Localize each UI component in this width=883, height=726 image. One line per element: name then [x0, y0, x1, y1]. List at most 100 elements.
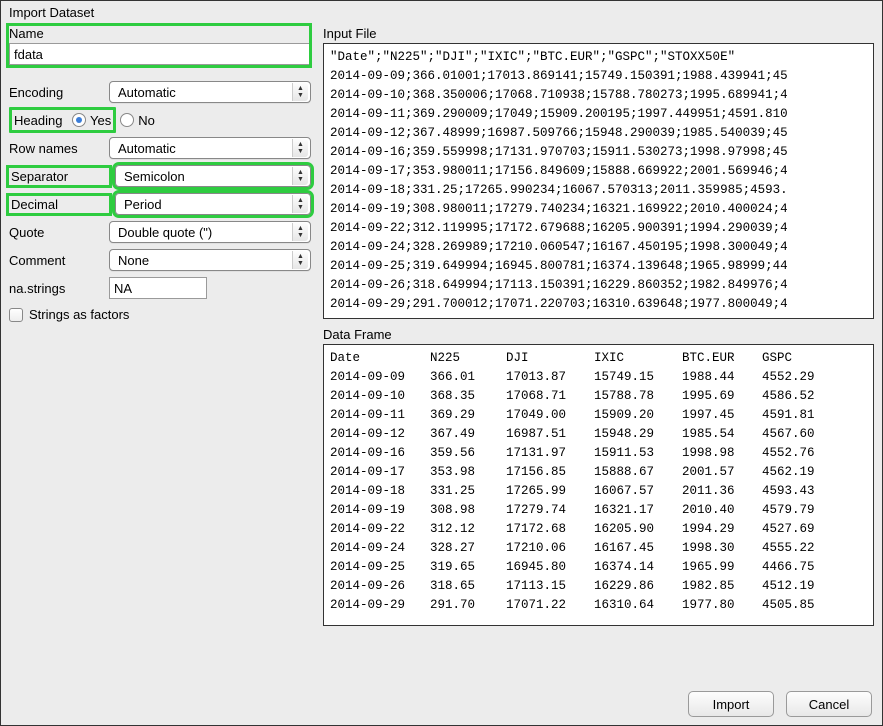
table-cell: 15909.20 [594, 406, 682, 425]
rownames-select[interactable]: Automatic ▲▼ [109, 137, 311, 159]
table-cell: 15911.53 [594, 444, 682, 463]
table-cell: 17265.99 [506, 482, 594, 501]
table-cell: 353.98 [430, 463, 506, 482]
table-cell: 1985.54 [682, 425, 762, 444]
name-label: Name [9, 26, 311, 41]
table-cell: 4527.69 [762, 520, 832, 539]
table-cell: 4512.19 [762, 577, 832, 596]
import-dataset-dialog: Import Dataset Name Encoding Automatic ▲… [0, 0, 883, 726]
table-cell: 2014-09-09 [330, 368, 430, 387]
table-cell: 368.35 [430, 387, 506, 406]
table-row: 2014-09-12367.4916987.5115948.291985.544… [330, 425, 867, 444]
strings-as-factors-row: Strings as factors [9, 307, 311, 322]
table-cell: 17210.06 [506, 539, 594, 558]
comment-select[interactable]: None ▲▼ [109, 249, 311, 271]
table-cell: BTC.EUR [682, 349, 762, 368]
dialog-footer: Import Cancel [688, 691, 872, 717]
table-cell: 1998.98 [682, 444, 762, 463]
decimal-label: Decimal [9, 196, 109, 213]
separator-select[interactable]: Semicolon ▲▼ [115, 165, 311, 187]
encoding-select[interactable]: Automatic ▲▼ [109, 81, 311, 103]
table-cell: 2014-09-19 [330, 501, 430, 520]
input-file-line: 2014-09-11;369.290009;17049;15909.200195… [330, 105, 867, 124]
table-cell: 331.25 [430, 482, 506, 501]
table-cell: 4555.22 [762, 539, 832, 558]
cancel-button[interactable]: Cancel [786, 691, 872, 717]
updown-icon: ▲▼ [292, 223, 308, 241]
decimal-value: Period [124, 197, 162, 212]
table-cell: 2014-09-11 [330, 406, 430, 425]
rownames-value: Automatic [118, 141, 176, 156]
table-cell: 4593.43 [762, 482, 832, 501]
table-row: 2014-09-22312.1217172.6816205.901994.294… [330, 520, 867, 539]
table-cell: 4591.81 [762, 406, 832, 425]
comment-label: Comment [9, 253, 109, 268]
table-cell: GSPC [762, 349, 832, 368]
table-cell: 17172.68 [506, 520, 594, 539]
table-cell: 2014-09-29 [330, 596, 430, 615]
table-row: 2014-09-11369.2917049.0015909.201997.454… [330, 406, 867, 425]
decimal-row: Decimal Period ▲▼ [9, 191, 311, 217]
updown-icon: ▲▼ [292, 251, 308, 269]
table-row: 2014-09-17353.9817156.8515888.672001.574… [330, 463, 867, 482]
data-frame-preview: DateN225DJIIXICBTC.EURGSPC2014-09-09366.… [323, 344, 874, 626]
preview-pane: Input File "Date";"N225";"DJI";"IXIC";"B… [323, 26, 874, 626]
table-cell: 16945.80 [506, 558, 594, 577]
table-cell: 16229.86 [594, 577, 682, 596]
import-button[interactable]: Import [688, 691, 774, 717]
table-cell: 17071.22 [506, 596, 594, 615]
input-file-line: 2014-09-25;319.649994;16945.800781;16374… [330, 257, 867, 276]
quote-label: Quote [9, 225, 109, 240]
table-cell: 17156.85 [506, 463, 594, 482]
heading-yes-label: Yes [90, 113, 111, 128]
separator-value: Semicolon [124, 169, 185, 184]
table-cell: 1994.29 [682, 520, 762, 539]
quote-row: Quote Double quote (") ▲▼ [9, 219, 311, 245]
table-cell: 328.27 [430, 539, 506, 558]
input-file-line: 2014-09-09;366.01001;17013.869141;15749.… [330, 67, 867, 86]
encoding-label: Encoding [9, 85, 109, 100]
table-row: 2014-09-26318.6517113.1516229.861982.854… [330, 577, 867, 596]
table-cell: 2014-09-26 [330, 577, 430, 596]
nastrings-input[interactable] [109, 277, 207, 299]
dialog-content: Name Encoding Automatic ▲▼ Heading Yes N… [1, 26, 882, 634]
table-cell: 2014-09-18 [330, 482, 430, 501]
table-row: 2014-09-19308.9817279.7416321.172010.404… [330, 501, 867, 520]
table-row: DateN225DJIIXICBTC.EURGSPC [330, 349, 867, 368]
comment-value: None [118, 253, 149, 268]
heading-yes-radio[interactable] [72, 113, 86, 127]
dialog-title: Import Dataset [1, 1, 882, 26]
input-file-line: 2014-09-24;328.269989;17210.060547;16167… [330, 238, 867, 257]
updown-icon: ▲▼ [292, 139, 308, 157]
table-cell: 16374.14 [594, 558, 682, 577]
quote-select[interactable]: Double quote (") ▲▼ [109, 221, 311, 243]
table-cell: 2014-09-16 [330, 444, 430, 463]
heading-no-radio[interactable] [120, 113, 134, 127]
table-cell: N225 [430, 349, 506, 368]
table-cell: 16205.90 [594, 520, 682, 539]
table-cell: 15749.15 [594, 368, 682, 387]
table-cell: 1995.69 [682, 387, 762, 406]
table-cell: 1988.44 [682, 368, 762, 387]
input-file-line: 2014-09-19;308.980011;17279.740234;16321… [330, 200, 867, 219]
table-row: 2014-09-10368.3517068.7115788.781995.694… [330, 387, 867, 406]
table-cell: 366.01 [430, 368, 506, 387]
input-file-label: Input File [323, 26, 874, 41]
table-cell: 318.65 [430, 577, 506, 596]
name-input[interactable] [9, 43, 311, 65]
table-cell: 17049.00 [506, 406, 594, 425]
table-row: 2014-09-25319.6516945.8016374.141965.994… [330, 558, 867, 577]
table-cell: 319.65 [430, 558, 506, 577]
decimal-select[interactable]: Period ▲▼ [115, 193, 311, 215]
table-cell: 17131.97 [506, 444, 594, 463]
input-file-line: 2014-09-22;312.119995;17172.679688;16205… [330, 219, 867, 238]
updown-icon: ▲▼ [292, 167, 308, 185]
strings-as-factors-checkbox[interactable] [9, 308, 23, 322]
nastrings-label: na.strings [9, 281, 109, 296]
input-file-line: "Date";"N225";"DJI";"IXIC";"BTC.EUR";"GS… [330, 48, 867, 67]
input-file-line: 2014-09-17;353.980011;17156.849609;15888… [330, 162, 867, 181]
encoding-value: Automatic [118, 85, 176, 100]
comment-row: Comment None ▲▼ [9, 247, 311, 273]
table-cell: 291.70 [430, 596, 506, 615]
highlight-heading: Heading Yes [9, 107, 116, 133]
